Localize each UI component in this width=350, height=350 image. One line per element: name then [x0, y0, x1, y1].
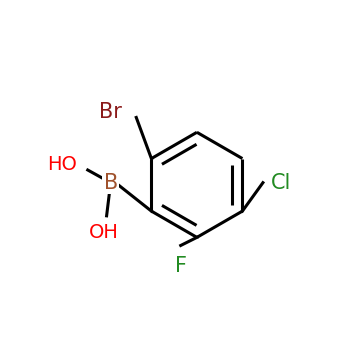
Text: B: B — [104, 173, 118, 193]
Text: Cl: Cl — [271, 173, 292, 193]
Text: OH: OH — [89, 223, 119, 241]
Text: HO: HO — [47, 155, 77, 174]
Text: F: F — [175, 256, 187, 276]
Text: Br: Br — [99, 102, 121, 122]
